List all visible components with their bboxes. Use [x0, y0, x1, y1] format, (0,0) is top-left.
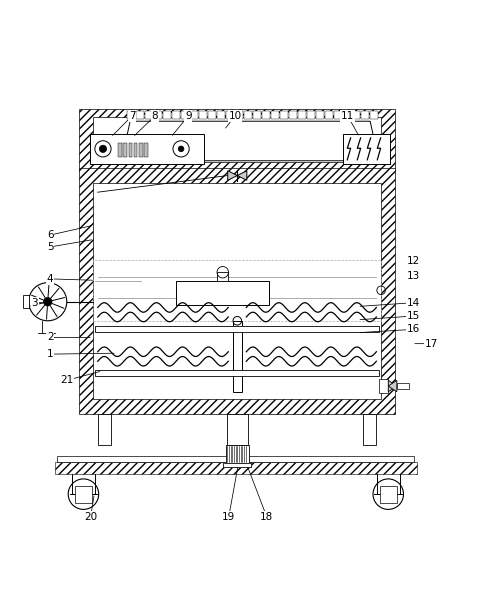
Text: 3: 3	[32, 298, 38, 308]
Bar	[334, 111, 342, 119]
Text: 9: 9	[185, 111, 191, 121]
Bar	[316, 111, 324, 119]
Bar	[233, 321, 242, 392]
Bar	[190, 111, 198, 119]
Bar	[172, 111, 180, 119]
Bar	[226, 111, 234, 119]
Bar	[397, 383, 409, 389]
Bar	[343, 134, 390, 164]
Text: 12: 12	[407, 256, 420, 266]
Bar	[244, 111, 252, 119]
Bar	[95, 370, 379, 376]
Bar	[89, 134, 204, 164]
Text: 8: 8	[152, 111, 158, 121]
Bar	[139, 143, 142, 157]
Text: 19: 19	[222, 512, 235, 522]
Text: 15: 15	[407, 311, 420, 321]
Bar	[298, 111, 306, 119]
Bar	[380, 485, 397, 503]
Text: 17: 17	[424, 338, 438, 349]
Bar	[307, 111, 315, 119]
Circle shape	[99, 145, 106, 153]
Bar	[154, 111, 162, 119]
Bar	[224, 463, 251, 468]
Bar	[57, 456, 415, 462]
Bar	[127, 111, 135, 119]
Bar	[224, 462, 251, 468]
Polygon shape	[388, 380, 397, 392]
Bar	[163, 111, 171, 119]
Text: 11: 11	[341, 111, 354, 121]
Bar	[352, 111, 360, 119]
Bar	[379, 379, 388, 393]
Bar	[253, 111, 261, 119]
Bar	[129, 143, 132, 157]
Bar	[363, 414, 376, 444]
Bar	[199, 111, 207, 119]
Bar	[176, 281, 269, 305]
Circle shape	[43, 297, 52, 306]
Bar	[325, 111, 333, 119]
Bar	[93, 183, 381, 400]
Bar	[75, 485, 92, 503]
Polygon shape	[237, 171, 247, 180]
Text: 20: 20	[84, 512, 97, 522]
Text: 6: 6	[47, 230, 53, 240]
Text: 21: 21	[60, 375, 73, 386]
Polygon shape	[122, 121, 379, 161]
Bar	[134, 143, 137, 157]
Bar	[95, 326, 379, 332]
Text: 14: 14	[407, 298, 420, 308]
Bar	[280, 111, 288, 119]
Bar	[23, 295, 29, 308]
Bar	[55, 462, 417, 474]
Bar	[79, 109, 396, 171]
Text: 5: 5	[47, 242, 53, 252]
Bar	[208, 111, 216, 119]
Bar	[123, 143, 127, 157]
Bar	[98, 414, 111, 444]
Text: 13: 13	[407, 270, 420, 281]
Bar	[271, 111, 279, 119]
Bar	[118, 143, 122, 157]
Bar	[343, 111, 351, 119]
Bar	[289, 111, 297, 119]
Polygon shape	[388, 380, 397, 392]
Bar	[79, 169, 396, 414]
Bar	[145, 111, 153, 119]
Text: 10: 10	[228, 111, 242, 121]
Bar	[93, 260, 381, 321]
Text: 18: 18	[260, 512, 274, 522]
Circle shape	[178, 146, 184, 151]
Polygon shape	[228, 171, 237, 180]
Bar	[181, 111, 189, 119]
Bar	[226, 444, 249, 463]
Text: 7: 7	[129, 111, 135, 121]
Text: 4: 4	[47, 274, 53, 284]
Bar	[361, 111, 369, 119]
Bar	[217, 111, 225, 119]
Bar	[262, 111, 270, 119]
Bar	[235, 111, 243, 119]
Text: 16: 16	[407, 324, 420, 334]
Bar	[370, 111, 378, 119]
Text: 2: 2	[47, 332, 53, 343]
Bar	[93, 118, 381, 162]
Text: 1: 1	[47, 349, 53, 359]
Bar	[217, 272, 228, 281]
Bar	[144, 143, 148, 157]
Bar	[136, 111, 144, 119]
Bar	[227, 414, 248, 444]
